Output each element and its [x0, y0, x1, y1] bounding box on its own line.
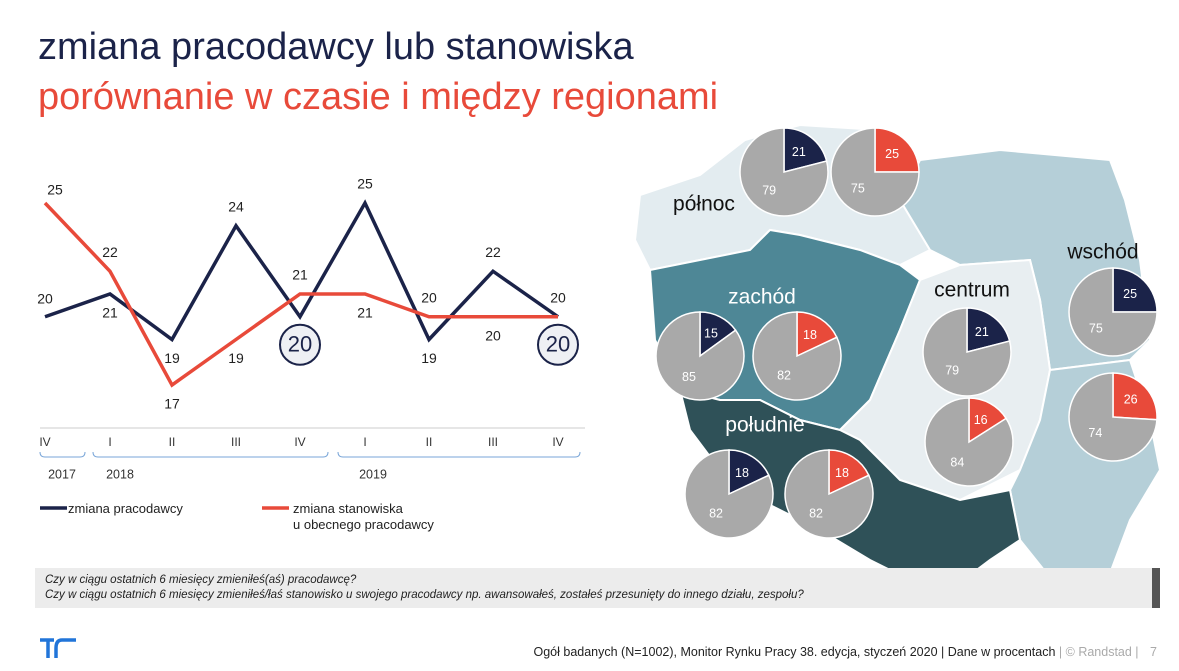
pie-slice — [924, 397, 1014, 487]
pie-slice — [796, 311, 838, 358]
data-label: 20 — [546, 332, 570, 357]
data-label: 20 — [37, 290, 53, 306]
slice-label: 82 — [809, 507, 823, 521]
x-tick-label: IV — [294, 435, 305, 449]
pie-slice — [968, 397, 1008, 444]
slice-label: 15 — [704, 327, 718, 341]
year-label: 2019 — [359, 467, 387, 481]
data-label: 21 — [357, 305, 373, 321]
region-label: wschód — [1066, 241, 1138, 264]
region-label: zachód — [728, 286, 796, 309]
x-tick-label: II — [426, 435, 433, 449]
slice-label: 18 — [803, 328, 817, 342]
data-label: 21 — [102, 305, 118, 321]
year-bracket — [39, 451, 86, 458]
pie-slice — [752, 311, 842, 401]
data-label: 20 — [288, 332, 312, 357]
data-label: 21 — [292, 267, 308, 283]
legend-label: zmiana pracodawcy — [68, 501, 183, 516]
x-tick-label: II — [169, 435, 176, 449]
year-bracket — [92, 451, 329, 458]
slice-label: 84 — [950, 456, 964, 470]
region-label: centrum — [934, 279, 1010, 302]
x-tick-label: I — [363, 435, 366, 449]
slice-label: 79 — [945, 363, 959, 377]
subtitle: porównanie w czasie i między regionami — [38, 76, 719, 118]
data-label: 20 — [421, 289, 437, 305]
pie-slice — [784, 449, 874, 539]
label-circle — [537, 323, 579, 366]
slice-label: 26 — [1124, 393, 1138, 407]
footer: Ogół badanych (N=1002), Monitor Rynku Pr… — [534, 645, 1158, 659]
slice-label: 75 — [851, 181, 865, 195]
accent-bar — [1152, 568, 1160, 608]
pie-slice — [728, 449, 770, 496]
slice-label: 21 — [975, 325, 989, 339]
source: Ogół badanych (N=1002), Monitor Rynku Pr… — [533, 645, 1056, 659]
pie-slice — [739, 127, 829, 217]
pie-slice — [1068, 267, 1158, 357]
year-bracket — [337, 451, 581, 458]
slice-label: 21 — [792, 145, 806, 159]
data-label: 19 — [421, 350, 437, 366]
pie-slice — [828, 449, 870, 496]
pie-slice — [783, 127, 828, 173]
slice-label: 75 — [1089, 321, 1103, 335]
x-tick-label: III — [488, 435, 498, 449]
region-label: północ — [673, 193, 735, 216]
region-label: południe — [725, 414, 804, 437]
year-label: 2017 — [48, 467, 76, 481]
line — [43, 201, 558, 388]
pie-slice — [1068, 372, 1158, 462]
pie-slice — [1112, 372, 1158, 421]
pie-slice — [1112, 267, 1158, 313]
slice-label: 74 — [1088, 426, 1102, 440]
legend-label: zmiana stanowiska u obecnego pracodawcy — [293, 501, 434, 532]
pie-slice — [830, 127, 920, 217]
data-label: 20 — [550, 289, 566, 305]
data-label: 19 — [228, 350, 244, 366]
year-label: 2018 — [106, 467, 134, 481]
x-tick-label: IV — [552, 435, 563, 449]
x-tick-label: III — [231, 435, 241, 449]
slice-label: 18 — [735, 466, 749, 480]
data-label: 22 — [102, 244, 118, 260]
slice-label: 25 — [1123, 287, 1137, 301]
pie-slice — [655, 311, 745, 401]
data-label: 24 — [228, 198, 244, 214]
slice-label: 85 — [682, 370, 696, 384]
question: Czy w ciągu ostatnich 6 miesięcy zmienił… — [45, 589, 804, 601]
data-label: 25 — [47, 182, 63, 198]
pie-slice — [966, 307, 1011, 353]
slice-label: 79 — [762, 183, 776, 197]
data-label: 20 — [485, 327, 501, 343]
question-box: Czy w ciągu ostatnich 6 miesięcy zmienił… — [35, 568, 1160, 608]
copyright: | © Randstad | — [1058, 645, 1139, 659]
pie-slice — [874, 127, 920, 173]
data-label: 17 — [164, 396, 180, 412]
page-number: 7 — [1150, 645, 1157, 659]
slice-label: 82 — [709, 507, 723, 521]
label-circle — [279, 323, 321, 366]
x-tick-label: I — [108, 435, 111, 449]
pie-slice — [684, 449, 774, 539]
data-label: 25 — [357, 176, 373, 192]
data-label: 19 — [164, 350, 180, 366]
logo — [40, 638, 76, 658]
question: Czy w ciągu ostatnich 6 miesięcy zmienił… — [45, 574, 357, 586]
x-tick-label: IV — [39, 435, 50, 449]
data-label: 22 — [485, 244, 501, 260]
title: zmiana pracodawcy lub stanowiska — [38, 26, 634, 68]
slice-label: 18 — [835, 466, 849, 480]
slice-label: 16 — [974, 413, 988, 427]
slice-label: 82 — [777, 369, 791, 383]
pie-slice — [922, 307, 1012, 397]
slice-label: 25 — [885, 147, 899, 161]
